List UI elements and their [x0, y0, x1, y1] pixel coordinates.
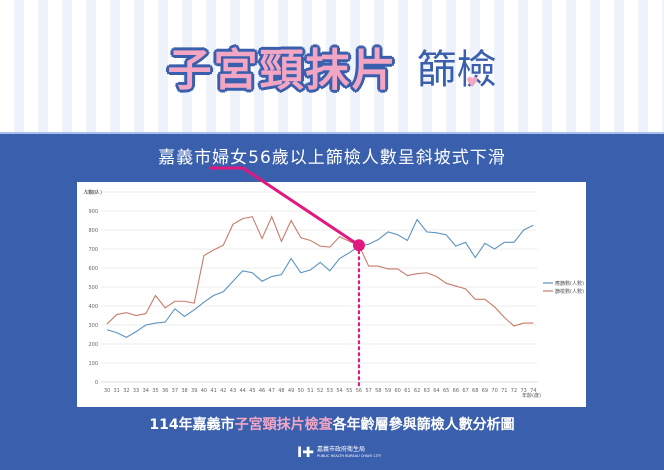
series-line [106, 215, 534, 327]
svg-text:73: 73 [520, 388, 526, 394]
divider [0, 132, 664, 134]
svg-text:36: 36 [162, 388, 168, 394]
svg-text:41: 41 [210, 388, 216, 394]
svg-text:62: 62 [414, 388, 420, 394]
svg-text:68: 68 [472, 388, 478, 394]
svg-text:51: 51 [307, 388, 313, 394]
logo-icon: I✚ [297, 445, 314, 461]
svg-text:71: 71 [501, 388, 507, 394]
striped-header-background [0, 0, 664, 134]
annotation [209, 166, 365, 390]
svg-text:46: 46 [259, 388, 265, 394]
svg-text:56: 56 [356, 388, 362, 394]
svg-text:100: 100 [88, 361, 98, 367]
caption-prefix: 114年嘉義市 [149, 417, 235, 433]
svg-text:74: 74 [530, 388, 536, 394]
svg-text:47: 47 [269, 388, 275, 394]
caption-suffix: 各年齡層參與篩檢人數分析圖 [332, 417, 515, 433]
svg-text:篩檢數(人數): 篩檢數(人數) [555, 288, 584, 295]
svg-text:32: 32 [123, 388, 129, 394]
svg-text:59: 59 [385, 388, 391, 394]
svg-text:58: 58 [375, 388, 381, 394]
svg-text:200: 200 [88, 342, 98, 348]
svg-text:38: 38 [181, 388, 187, 394]
page-title: 子宮頸抹片 篩檢 ♥ [0, 34, 664, 98]
chart-panel [77, 182, 586, 407]
chart-grid [101, 191, 538, 383]
svg-text:43: 43 [230, 388, 236, 394]
svg-text:49: 49 [288, 388, 294, 394]
svg-text:900: 900 [88, 209, 98, 215]
svg-text:700: 700 [88, 247, 98, 253]
svg-text:應篩數(人數): 應篩數(人數) [555, 280, 584, 287]
svg-text:37: 37 [172, 388, 178, 394]
series-line [106, 218, 534, 338]
svg-text:64: 64 [433, 388, 439, 394]
x-axis-label: 年齡(歲) [522, 392, 541, 399]
logo-name: 嘉義市政府衛生局 [316, 446, 365, 453]
svg-text:67: 67 [462, 388, 468, 394]
svg-text:800: 800 [88, 228, 98, 234]
svg-text:44: 44 [239, 388, 245, 394]
logo-english: PUBLIC HEALTH BUREAU CHIAYI CITY [316, 454, 382, 458]
svg-text:60: 60 [395, 388, 401, 394]
svg-text:40: 40 [201, 388, 207, 394]
svg-text:500: 500 [88, 285, 98, 291]
svg-text:31: 31 [114, 388, 120, 394]
caption-highlight: 子宮頸抹片檢查 [234, 417, 333, 433]
title-sub: 篩檢 ♥ [417, 37, 497, 95]
svg-text:48: 48 [278, 388, 284, 394]
svg-text:57: 57 [365, 388, 371, 394]
svg-text:33: 33 [133, 388, 139, 394]
svg-text:34: 34 [143, 388, 149, 394]
svg-text:300: 300 [88, 323, 98, 329]
title-sub-text: 篩檢 [416, 47, 497, 93]
svg-text:72: 72 [511, 388, 517, 394]
logo-text: 嘉義市政府衛生局 PUBLIC HEALTH BUREAU CHIAYI CIT… [317, 447, 381, 459]
svg-text:61: 61 [404, 388, 410, 394]
chart-legend: 應篩數(人數)篩檢數(人數) [543, 280, 584, 295]
title-main: 子宮頸抹片 [166, 44, 398, 98]
svg-text:45: 45 [249, 388, 255, 394]
svg-text:69: 69 [482, 388, 488, 394]
svg-text:65: 65 [443, 388, 449, 394]
svg-text:39: 39 [191, 388, 197, 394]
svg-text:600: 600 [88, 266, 98, 272]
svg-text:63: 63 [424, 388, 430, 394]
svg-text:70: 70 [491, 388, 497, 394]
heart-icon: ♥ [465, 75, 479, 91]
svg-text:53: 53 [327, 388, 333, 394]
y-axis-ticks: 0 100 200 300 400 500 600 700 800 900 1000 [85, 190, 98, 386]
y-axis-label: 人數(人) [83, 189, 102, 196]
headline: 嘉義市婦女56歲以上篩檢人數呈斜坡式下滑 [158, 148, 506, 168]
x-axis-ticks: 30 31 32 33 34 35 36 37 38 39 40 41 42 43 44 45 46 47 48 49… [104, 388, 537, 394]
chart-caption: 114年嘉義市子宮頸抹片檢查各年齡層參與篩檢人數分析圖 [0, 414, 664, 434]
health-bureau-logo: I✚ 嘉義市政府衛生局 PUBLIC HEALTH BUREAU CHIAYI … [297, 442, 381, 464]
svg-text:66: 66 [453, 388, 459, 394]
svg-text:1000: 1000 [85, 190, 98, 196]
svg-text:50: 50 [298, 388, 304, 394]
svg-text:54: 54 [336, 388, 342, 394]
svg-text:52: 52 [317, 388, 323, 394]
svg-text:30: 30 [104, 388, 110, 394]
svg-text:400: 400 [88, 304, 98, 310]
series-lines [106, 215, 534, 338]
svg-text:55: 55 [346, 388, 352, 394]
svg-text:35: 35 [152, 388, 158, 394]
svg-text:42: 42 [220, 388, 226, 394]
svg-text:0: 0 [95, 380, 98, 386]
